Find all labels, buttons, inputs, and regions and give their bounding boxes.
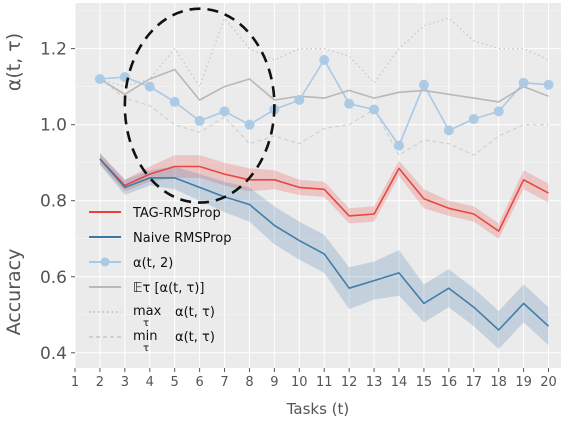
legend-label: max: [133, 304, 162, 319]
x-tick-label: 16: [441, 375, 458, 390]
x-tick-label: 14: [391, 375, 408, 390]
error-bands: [99, 153, 549, 349]
point-series-2: [468, 113, 479, 124]
line-series-3: [99, 68, 549, 103]
point-series-2: [194, 115, 205, 126]
line-series-1: [99, 158, 550, 331]
point-series-2: [443, 125, 454, 136]
x-tick-label: 12: [341, 375, 358, 390]
legend-label: min: [133, 329, 158, 344]
x-tick-label: 19: [515, 375, 532, 390]
x-tick-label: 3: [121, 375, 129, 390]
point-series-2: [394, 140, 404, 151]
point-series-2: [543, 79, 554, 90]
legend-label-expr: α(t, τ): [175, 305, 215, 320]
line-series-4: [99, 17, 549, 88]
legend-label-sub: τ: [143, 343, 149, 354]
point-series-2: [319, 55, 330, 66]
point-series-2: [369, 104, 380, 115]
point-series-2: [244, 119, 255, 130]
legend-label: α(t, 2): [133, 256, 173, 271]
band-series-0: [99, 153, 549, 239]
x-tick-label: 4: [146, 375, 154, 390]
x-axis-title: Tasks (t): [286, 400, 350, 418]
x-tick-label: 20: [540, 375, 557, 390]
x-tick-label: 6: [195, 375, 203, 390]
x-tick-label: 9: [270, 375, 278, 390]
point-series-2: [169, 96, 180, 107]
x-tick-label: 7: [220, 375, 228, 390]
grid-lines: [74, 3, 561, 368]
x-tick-label: 13: [366, 375, 383, 390]
point-series-2: [493, 106, 504, 117]
point-series-2: [294, 94, 305, 105]
legend-label-sub: τ: [143, 318, 149, 329]
line-series-0: [99, 158, 549, 232]
point-series-2: [94, 74, 105, 85]
y-tick-label: 1.0: [40, 116, 67, 136]
legend-label: Naive RMSProp: [133, 231, 232, 246]
legend-label: TAG-RMSProp: [132, 206, 221, 221]
series-markers: [94, 55, 554, 151]
annotation: [123, 7, 276, 204]
legend-label: 𝔼τ [α(t, τ)]: [133, 281, 205, 296]
axis-ticks: 1 2 3 4 5 6 7 8 9 10 11 12 13 14 15 16 17 18 19 200.40.60.8…: [40, 40, 557, 390]
x-tick-label: 10: [291, 375, 308, 390]
line-series-5: [99, 78, 549, 156]
y-tick-label: 0.8: [40, 192, 67, 212]
point-series-2: [219, 106, 230, 117]
x-tick-label: 11: [316, 375, 333, 390]
x-tick-label: 8: [245, 375, 253, 390]
x-tick-label: 15: [416, 375, 433, 390]
y-axis-title-alpha: α(t, τ): [3, 33, 25, 91]
x-tick-label: 5: [171, 375, 179, 390]
band-series-1: [99, 153, 549, 349]
y-tick-label: 0.4: [40, 344, 67, 364]
x-tick-label: 2: [96, 375, 104, 390]
y-axis-title-accuracy: Accuracy: [3, 249, 25, 336]
legend-marker: [100, 257, 110, 267]
legend: TAG-RMSProp Naive RMSProp α(t, 2) 𝔼τ [α(t, …: [89, 206, 232, 354]
point-series-2: [418, 79, 429, 90]
y-tick-label: 0.6: [40, 268, 67, 288]
y-tick-label: 1.2: [40, 40, 67, 60]
x-tick-label: 1: [71, 375, 79, 390]
point-series-2: [144, 81, 155, 92]
x-tick-label: 17: [465, 375, 482, 390]
annotation-ellipse: [123, 7, 276, 204]
legend-label-expr: α(t, τ): [175, 330, 215, 345]
point-series-2: [344, 98, 355, 109]
x-tick-label: 18: [490, 375, 507, 390]
point-series-2: [518, 77, 529, 88]
